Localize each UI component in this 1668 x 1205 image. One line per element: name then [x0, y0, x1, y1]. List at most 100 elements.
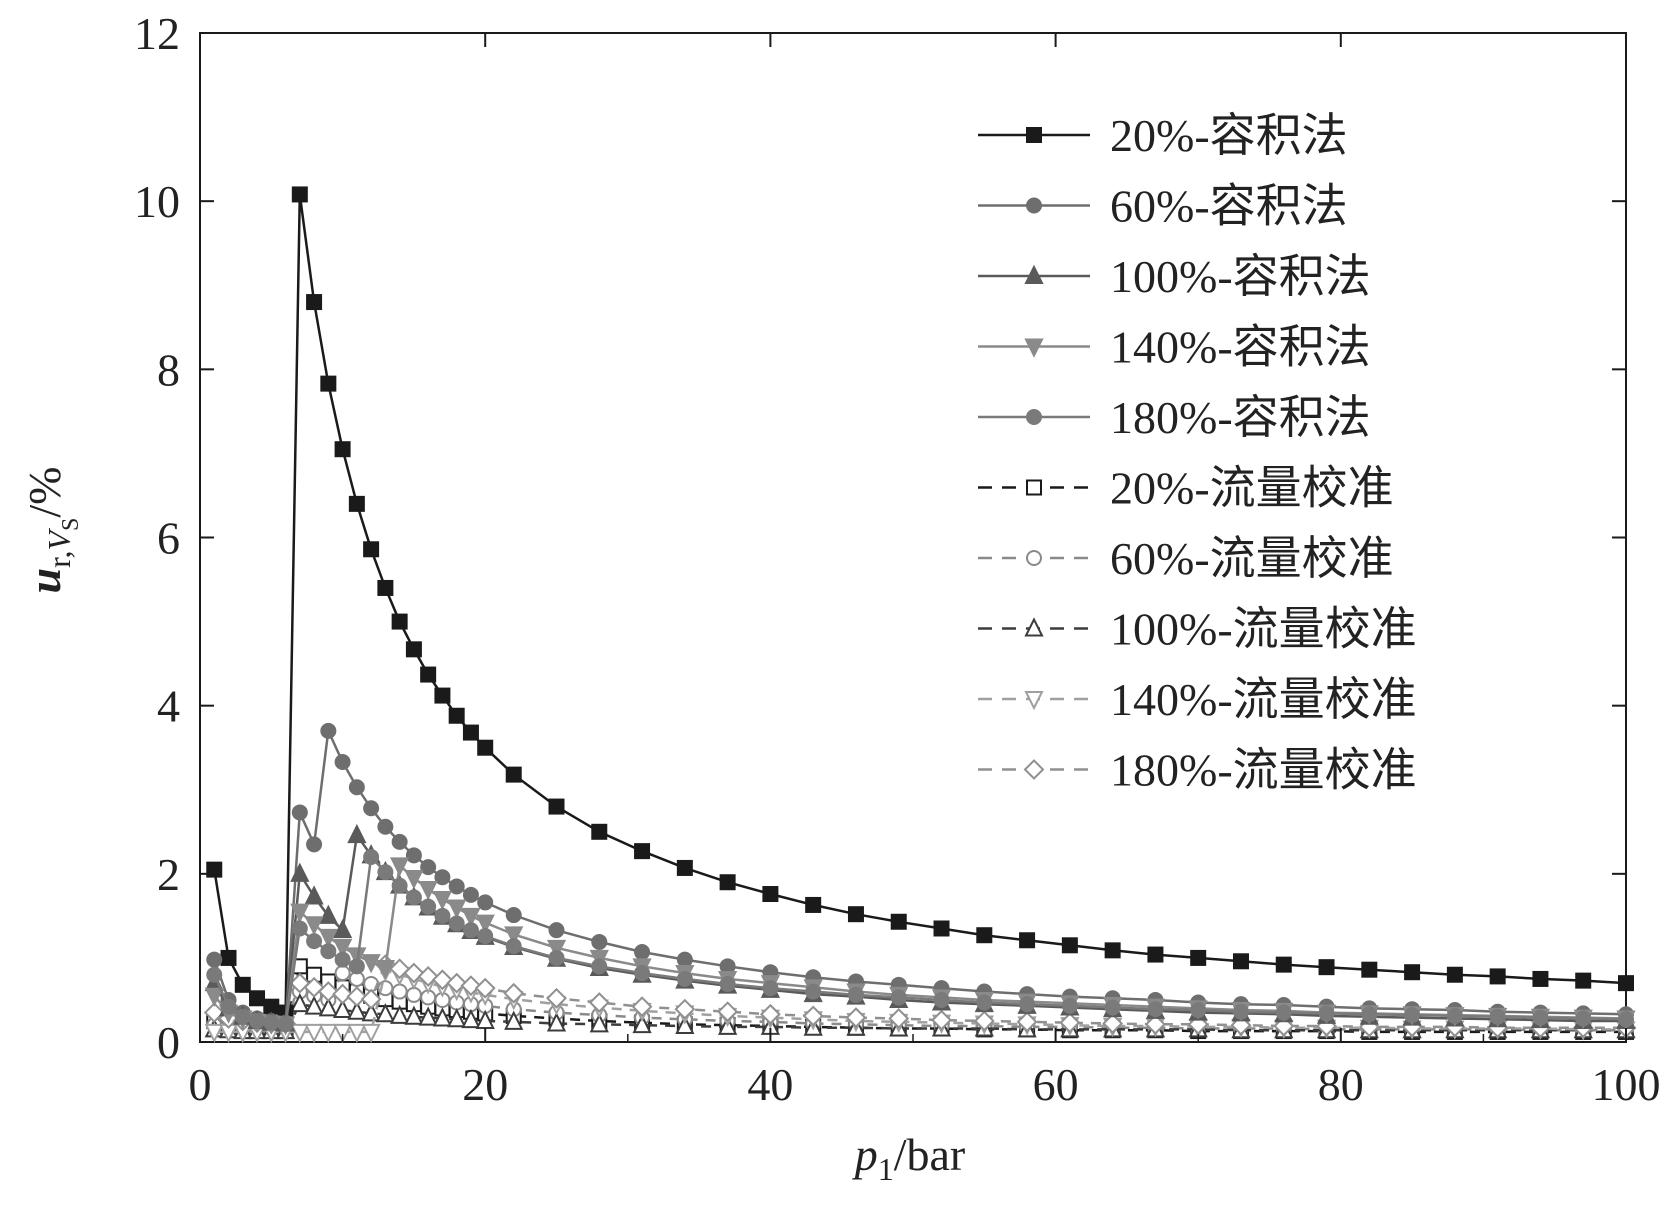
y-axis-title: ur,VS/% — [19, 467, 84, 594]
series-0 — [206, 186, 1634, 1021]
series-4-point-34 — [1104, 999, 1121, 1016]
series-8-point-6 — [290, 1023, 310, 1044]
series-3-point-11 — [361, 954, 381, 974]
series-3-point-9 — [332, 938, 353, 959]
series-0-point-33 — [1061, 937, 1078, 954]
x-tick-label-2: 40 — [747, 1059, 793, 1110]
series-1-point-19 — [477, 894, 494, 911]
series-0-point-46 — [1618, 975, 1634, 992]
legend-label-2: 100%-容积法 — [1110, 251, 1371, 302]
series-0-point-39 — [1318, 959, 1335, 976]
series-4-point-8 — [320, 943, 337, 960]
series-4-point-9 — [334, 951, 351, 968]
series-2-point-7 — [304, 885, 324, 905]
series-1-point-12 — [377, 818, 394, 835]
series-4 — [206, 849, 1634, 1033]
series-7-point-14 — [404, 1005, 424, 1025]
series-4-point-12 — [377, 864, 394, 881]
series-3-point-12 — [375, 960, 395, 980]
series-3-point-18 — [461, 907, 481, 928]
y-tick-label-6: 12 — [134, 8, 180, 59]
series-9-point-25 — [717, 1001, 739, 1023]
x-tick-label-1: 20 — [462, 1059, 508, 1110]
x-axis-title-symbol: p — [852, 1129, 878, 1180]
legend-marker-9 — [1023, 759, 1045, 780]
series-4-point-28 — [847, 986, 864, 1003]
legend-item-8: 140%-流量校准 — [978, 674, 1417, 725]
series-0-point-44 — [1532, 970, 1549, 987]
series-4-point-3 — [249, 1012, 266, 1029]
series-4-point-14 — [405, 889, 422, 906]
series-0-point-13 — [391, 613, 408, 630]
legend-label-9: 180%-流量校准 — [1110, 745, 1417, 796]
legend-item-4: 180%-容积法 — [978, 392, 1371, 443]
x-axis-title: p1/bar — [852, 1129, 966, 1187]
series-1-point-11 — [363, 800, 380, 817]
legend-item-2: 100%-容积法 — [978, 251, 1371, 302]
series-0-point-19 — [477, 739, 494, 756]
series-3-point-10 — [347, 947, 367, 967]
legend-marker-1 — [1026, 197, 1042, 214]
series-0-point-15 — [420, 666, 437, 683]
series-9-point-0 — [203, 1002, 225, 1023]
series-4-point-20 — [505, 938, 522, 955]
series-0-point-32 — [1019, 932, 1036, 949]
series-1-point-22 — [591, 933, 608, 950]
legend-label-8: 140%-流量校准 — [1110, 674, 1417, 725]
series-7-point-10 — [347, 1000, 367, 1020]
series-4-point-4 — [263, 1014, 280, 1031]
series-1-point-16 — [434, 869, 451, 886]
series-8-point-10 — [347, 1023, 367, 1044]
series-9-point-35 — [1145, 1013, 1166, 1035]
series-1-point-8 — [320, 722, 337, 739]
y-tick-label-4: 8 — [157, 344, 180, 395]
series-0-point-41 — [1404, 964, 1421, 981]
legend-item-0: 20%-容积法 — [978, 110, 1348, 161]
series-3-point-20 — [504, 926, 524, 946]
series-4-point-2 — [234, 1008, 251, 1025]
series-2-point-6 — [290, 862, 310, 882]
series-7-point-21 — [546, 1012, 567, 1032]
series-4-point-40 — [1361, 1006, 1378, 1023]
legend-item-1: 60%-容积法 — [978, 181, 1348, 232]
legend-label-1: 60%-容积法 — [1110, 181, 1348, 232]
series-0-point-6 — [291, 186, 308, 203]
series-0-point-26 — [762, 886, 779, 903]
series-7-point-20 — [504, 1010, 524, 1030]
series-4-point-41 — [1404, 1007, 1421, 1024]
series-4-point-46 — [1618, 1011, 1634, 1028]
legend: 20%-容积法 60%-容积法 100%-容积法 140%-容积法 180%-容积法 20… — [978, 110, 1417, 796]
series-1-point-0 — [206, 951, 223, 968]
series-0-point-20 — [505, 766, 522, 783]
legend-marker-3 — [1024, 338, 1044, 358]
series-9-point-9 — [332, 983, 354, 1005]
series-0-point-7 — [306, 294, 323, 311]
y-tick-label-2: 4 — [157, 681, 180, 732]
series-layer — [203, 186, 1637, 1044]
series-6-point-13 — [391, 983, 408, 1000]
series-1-point-9 — [334, 754, 351, 771]
series-1-point-21 — [548, 922, 565, 939]
series-0-point-30 — [933, 920, 950, 937]
series-0-point-36 — [1190, 949, 1207, 966]
series-2-point-9 — [332, 918, 353, 939]
series-0-point-31 — [976, 927, 993, 944]
legend-marker-0 — [1026, 127, 1042, 143]
legend-label-6: 60%-流量校准 — [1110, 533, 1394, 584]
legend-item-9: 180%-流量校准 — [978, 745, 1417, 796]
legend-label-0: 20%-容积法 — [1110, 110, 1348, 161]
y-axis-title-sub: r, — [41, 551, 77, 568]
series-1-point-10 — [348, 779, 365, 796]
y-tick-label-5: 10 — [134, 176, 180, 227]
series-8-point-11 — [361, 1023, 381, 1044]
axes-layer: 0 20 40 60 80 100 0 2 4 6 8 10 12 — [134, 8, 1661, 1110]
series-9-point-8 — [317, 981, 339, 1002]
series-0-point-38 — [1275, 956, 1292, 973]
series-4-point-24 — [676, 970, 693, 987]
series-1 — [206, 722, 1634, 1031]
series-8-point-0 — [204, 1023, 224, 1044]
series-0-point-34 — [1104, 942, 1121, 959]
series-4-point-0 — [206, 966, 223, 983]
series-4-point-45 — [1575, 1010, 1592, 1027]
series-1-point-18 — [462, 886, 479, 903]
